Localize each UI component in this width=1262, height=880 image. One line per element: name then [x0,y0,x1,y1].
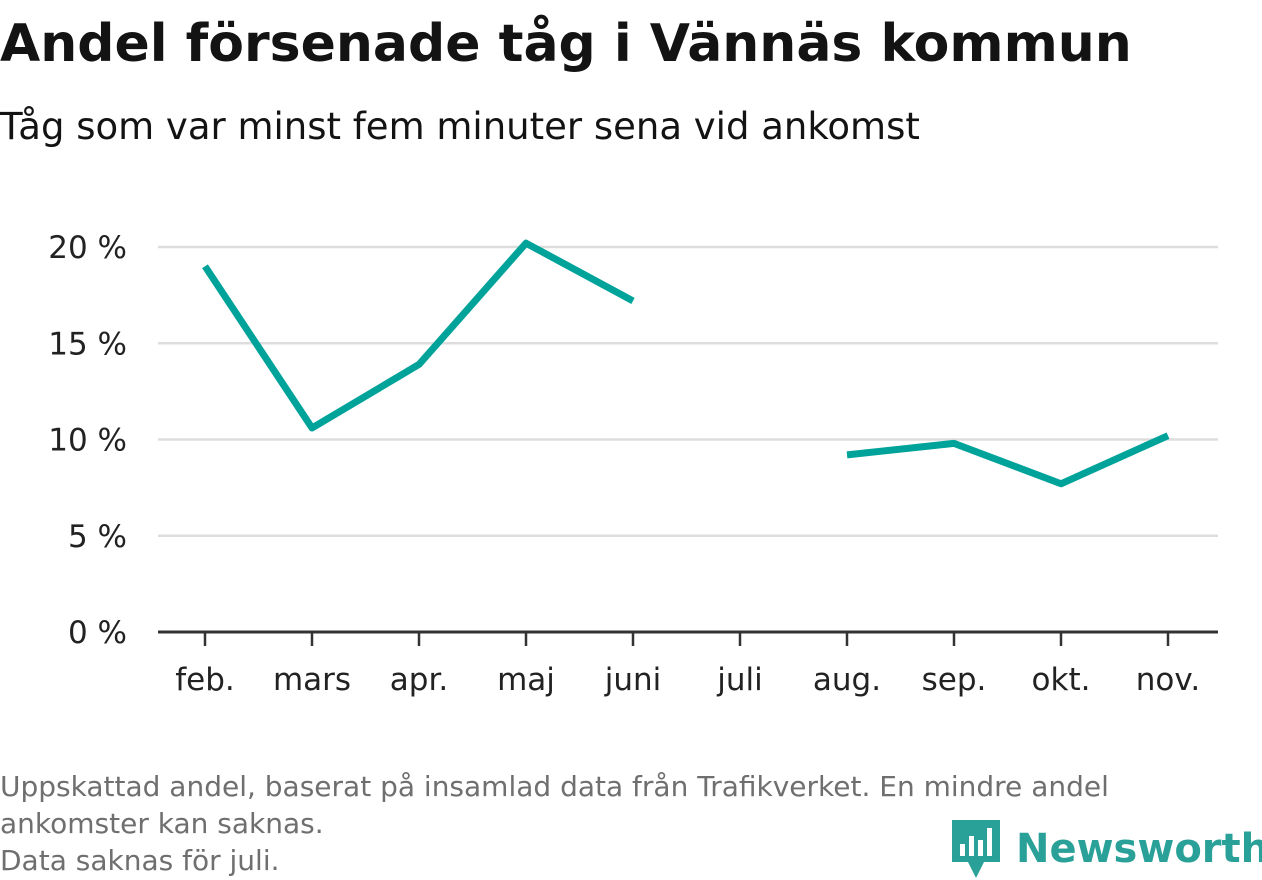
newsworthy-logo-text: Newsworthy [1016,826,1262,872]
x-tick-label: apr. [390,662,448,698]
y-tick-label: 20 % [48,230,127,266]
chart-subtitle: Tåg som var minst fem minuter sena vid a… [0,105,920,148]
footnote-line-1: Uppskattad andel, baserat på insamlad da… [0,770,1109,803]
series-line-segment-1 [202,239,635,432]
x-axis-ticks: feb. mars apr. maj juni juli aug. sep. okt. nov. [175,632,1200,698]
footnote: Uppskattad andel, baserat på insamlad da… [0,768,1250,879]
y-tick-label: 5 % [68,519,127,555]
x-tick-label: mars [273,662,351,698]
series-line-segment-2 [846,432,1170,488]
footnote-line-2: ankomster kan saknas. [0,807,324,840]
footnote-line-3: Data saknas för juli. [0,844,280,877]
x-tick-label: okt. [1032,662,1091,698]
chart-title: Andel försenade tåg i Vännäs kommun [0,14,1132,74]
x-tick-label: juli [716,662,763,698]
x-tick-label: nov. [1136,662,1200,698]
x-tick-label: juni [604,662,662,698]
gridlines [158,245,1218,537]
series-lines [202,239,1170,488]
x-tick-label: feb. [175,662,235,698]
x-tick-label: maj [497,662,555,698]
x-tick-label: aug. [813,662,881,698]
y-axis-ticks: 0 % 5 % 10 % 15 % 20 % [48,230,127,651]
x-tick-label: sep. [922,662,987,698]
newsworthy-logo: Newsworthy [950,818,1262,880]
y-tick-label: 10 % [48,423,127,459]
y-tick-label: 0 % [68,615,127,651]
newsworthy-bar-chart-icon [952,820,1000,878]
line-chart: 0 % 5 % 10 % 15 % 20 % feb. mars apr. maj juni ju… [48,230,1218,698]
y-tick-label: 15 % [48,326,127,362]
